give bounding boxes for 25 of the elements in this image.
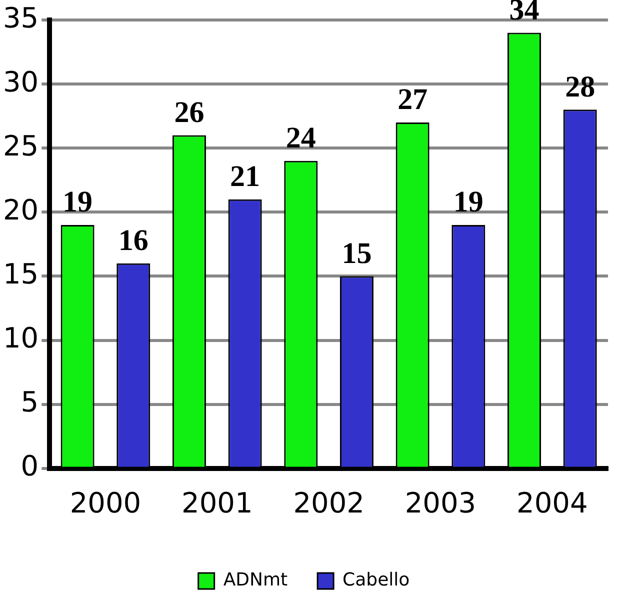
y-tick-label: 20: [2, 193, 39, 226]
y-tick-label: 15: [2, 258, 39, 291]
y-tick-label: 0: [20, 450, 39, 483]
data-label: 26: [174, 96, 204, 130]
x-tick-label: 2001: [182, 486, 253, 520]
y-tick-label: 25: [2, 129, 39, 162]
y-tick-label: 35: [2, 1, 39, 34]
data-label: 24: [286, 122, 316, 155]
data-label: 27: [398, 83, 428, 116]
x-tick-label: 2004: [516, 486, 588, 520]
y-tick-label: 5: [20, 386, 39, 419]
y-tick-label: 30: [2, 65, 39, 98]
data-label: 16: [118, 224, 148, 258]
data-label: 28: [565, 70, 596, 104]
x-tick-label: 2000: [70, 486, 142, 520]
legend-label: Cabello: [342, 570, 410, 591]
legend-label: ADNmt: [223, 570, 288, 591]
data-label: 21: [230, 160, 260, 194]
x-tick-label: 2002: [293, 486, 364, 520]
data-label: 19: [62, 186, 93, 219]
y-tick-label: 10: [2, 322, 39, 355]
data-label: 15: [342, 236, 372, 270]
data-label: 19: [453, 186, 484, 219]
x-tick-label: 2003: [404, 486, 476, 520]
data-label: 34: [509, 0, 540, 27]
